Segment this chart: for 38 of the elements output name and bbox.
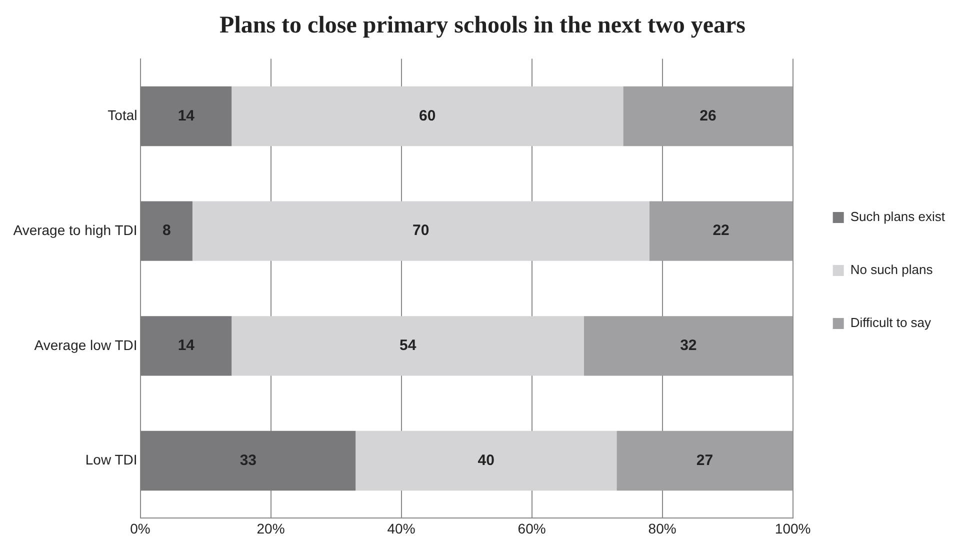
bar [649, 201, 793, 261]
x-tick-label: 100% [774, 520, 811, 536]
y-tick-label: Average low TDI [34, 336, 138, 353]
legend-label: Difficult to say [850, 315, 932, 330]
y-tick-label: Average to high TDI [13, 222, 138, 238]
data-label: 27 [696, 452, 714, 469]
data-label: 40 [478, 452, 494, 469]
data-label: 70 [412, 222, 430, 240]
bar [140, 86, 232, 146]
data-label: 54 [399, 337, 417, 354]
y-tick-label: Low TDI [85, 452, 138, 468]
chart-title: Plans to close primary schools in the next two years [220, 12, 746, 39]
data-label: 60 [419, 107, 436, 124]
x-tick-label: 20% [256, 520, 285, 536]
bar [140, 430, 356, 491]
x-tick-label: 80% [648, 520, 676, 536]
legend-label: Such plans exist [850, 209, 946, 224]
data-label: 33 [240, 452, 257, 469]
data-label: 22 [712, 222, 730, 240]
x-tick-label: 40% [387, 520, 416, 536]
bar [616, 430, 793, 491]
y-tick-label: Total [108, 107, 138, 124]
legend-label: No such plans [850, 262, 934, 278]
bar [140, 316, 232, 376]
x-tick-label: 0% [130, 520, 150, 536]
bar [584, 316, 793, 376]
data-label: 14 [178, 337, 196, 354]
data-label: 8 [162, 222, 171, 240]
bar [623, 86, 793, 146]
x-tick-label: 60% [518, 520, 546, 536]
bar [232, 316, 584, 376]
bar [232, 86, 624, 146]
bar [356, 430, 617, 491]
data-label: 14 [178, 107, 196, 124]
bar [140, 201, 192, 261]
data-label: 26 [700, 107, 716, 124]
bar [192, 201, 650, 261]
data-label: 32 [680, 337, 697, 354]
